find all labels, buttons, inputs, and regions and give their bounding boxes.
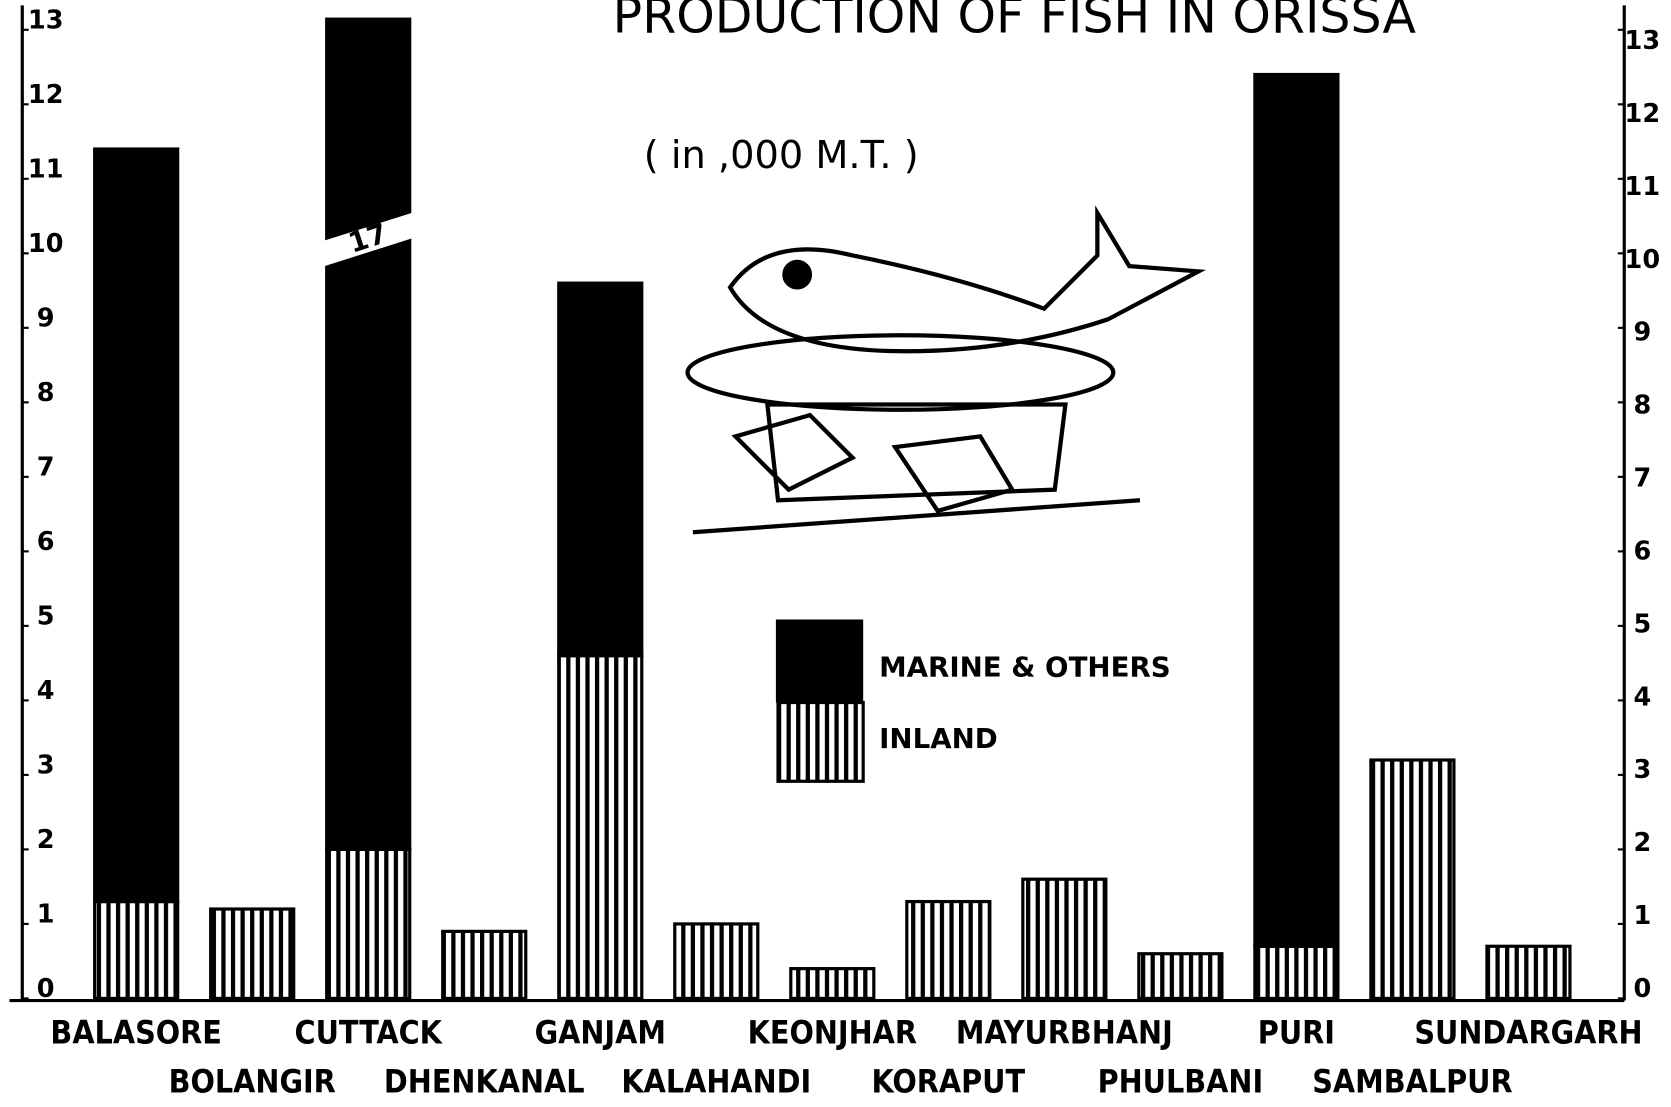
y2-tick-label: 4 bbox=[1633, 682, 1651, 712]
x-tick-label: KEONJHAR bbox=[748, 1014, 917, 1052]
y-tick-label: 13 bbox=[28, 5, 64, 35]
bar-segment bbox=[95, 149, 178, 902]
y-tick-label: 10 bbox=[28, 229, 64, 259]
y-tick-label: 3 bbox=[37, 750, 55, 780]
chart-subtitle: ( in ,000 M.T. ) bbox=[644, 133, 919, 178]
x-tick-label: BALASORE bbox=[50, 1014, 221, 1052]
bar-segment bbox=[907, 902, 990, 999]
bar-segment bbox=[1371, 760, 1454, 998]
y2-tick-label: 13 bbox=[1625, 26, 1661, 56]
x-tick-label: PURI bbox=[1258, 1014, 1335, 1052]
x-tick-label: DHENKANAL bbox=[384, 1063, 585, 1101]
legend: MARINE & OTHERS INLAND bbox=[776, 619, 1171, 781]
y2-tick-label: 3 bbox=[1633, 755, 1651, 785]
y-tick-label: 1 bbox=[37, 899, 55, 929]
legend-label: INLAND bbox=[879, 722, 998, 755]
y2-tick-label: 7 bbox=[1633, 464, 1651, 494]
y-tick-label: 9 bbox=[37, 303, 55, 333]
x-tick-label: BOLANGIR bbox=[169, 1063, 336, 1101]
fish-illustration bbox=[688, 213, 1199, 532]
bar-segment bbox=[1255, 946, 1338, 998]
bar-segment bbox=[211, 909, 294, 998]
legend-swatch bbox=[776, 619, 863, 702]
y-tick-label: 12 bbox=[28, 80, 64, 110]
y2-tick-label: 9 bbox=[1633, 318, 1651, 348]
x-tick-label: KORAPUT bbox=[872, 1063, 1026, 1101]
x-tick-label: MAYURBHANJ bbox=[956, 1014, 1173, 1052]
bar-segment bbox=[95, 902, 178, 999]
bar-segment bbox=[675, 924, 758, 999]
x-tick-label: SUNDARGARH bbox=[1414, 1014, 1642, 1052]
bar-segment bbox=[1487, 946, 1570, 998]
bar-segment bbox=[559, 283, 642, 656]
y-tick-label: 4 bbox=[37, 676, 55, 706]
y2-tick-label: 6 bbox=[1633, 536, 1651, 566]
y-tick-label: 2 bbox=[37, 825, 55, 855]
bar-segment bbox=[1139, 954, 1222, 999]
y2-tick-label: 11 bbox=[1625, 172, 1661, 202]
y-tick-label: 6 bbox=[37, 527, 55, 557]
legend-swatch bbox=[778, 703, 863, 782]
y2-tick-label: 2 bbox=[1633, 828, 1651, 858]
bar-segment bbox=[1255, 75, 1338, 947]
chart-title: PRODUCTION OF FISH IN ORISSA bbox=[613, 0, 1417, 45]
y-tick-label: 0 bbox=[37, 974, 55, 1004]
y-tick-label: 5 bbox=[37, 601, 55, 631]
y-tick-label: 7 bbox=[37, 452, 55, 482]
x-tick-label: GANJAM bbox=[535, 1014, 666, 1052]
legend-label: MARINE & OTHERS bbox=[879, 650, 1171, 683]
x-tick-label: KALAHANDI bbox=[621, 1063, 811, 1101]
y-tick-label: 8 bbox=[37, 378, 55, 408]
y2-tick-label: 10 bbox=[1625, 245, 1661, 275]
bar-segment bbox=[1023, 879, 1106, 998]
y-tick-label: 11 bbox=[28, 154, 64, 184]
y2-tick-label: 5 bbox=[1633, 609, 1651, 639]
bar-segment bbox=[443, 931, 526, 998]
x-tick-label: CUTTACK bbox=[295, 1014, 444, 1052]
bar-segment bbox=[791, 969, 874, 999]
x-tick-label: SAMBALPUR bbox=[1312, 1063, 1512, 1101]
bar-segment bbox=[327, 19, 410, 849]
bar-segment bbox=[327, 849, 410, 998]
y2-tick-label: 12 bbox=[1625, 99, 1661, 129]
bar-segment bbox=[559, 656, 642, 999]
chart: PRODUCTION OF FISH IN ORISSA ( in ,000 M… bbox=[0, 0, 1671, 1107]
y2-tick-label: 0 bbox=[1633, 974, 1651, 1004]
y2-tick-label: 1 bbox=[1633, 901, 1651, 931]
y2-tick-label: 8 bbox=[1633, 391, 1651, 421]
x-tick-label: PHULBANI bbox=[1098, 1063, 1264, 1101]
